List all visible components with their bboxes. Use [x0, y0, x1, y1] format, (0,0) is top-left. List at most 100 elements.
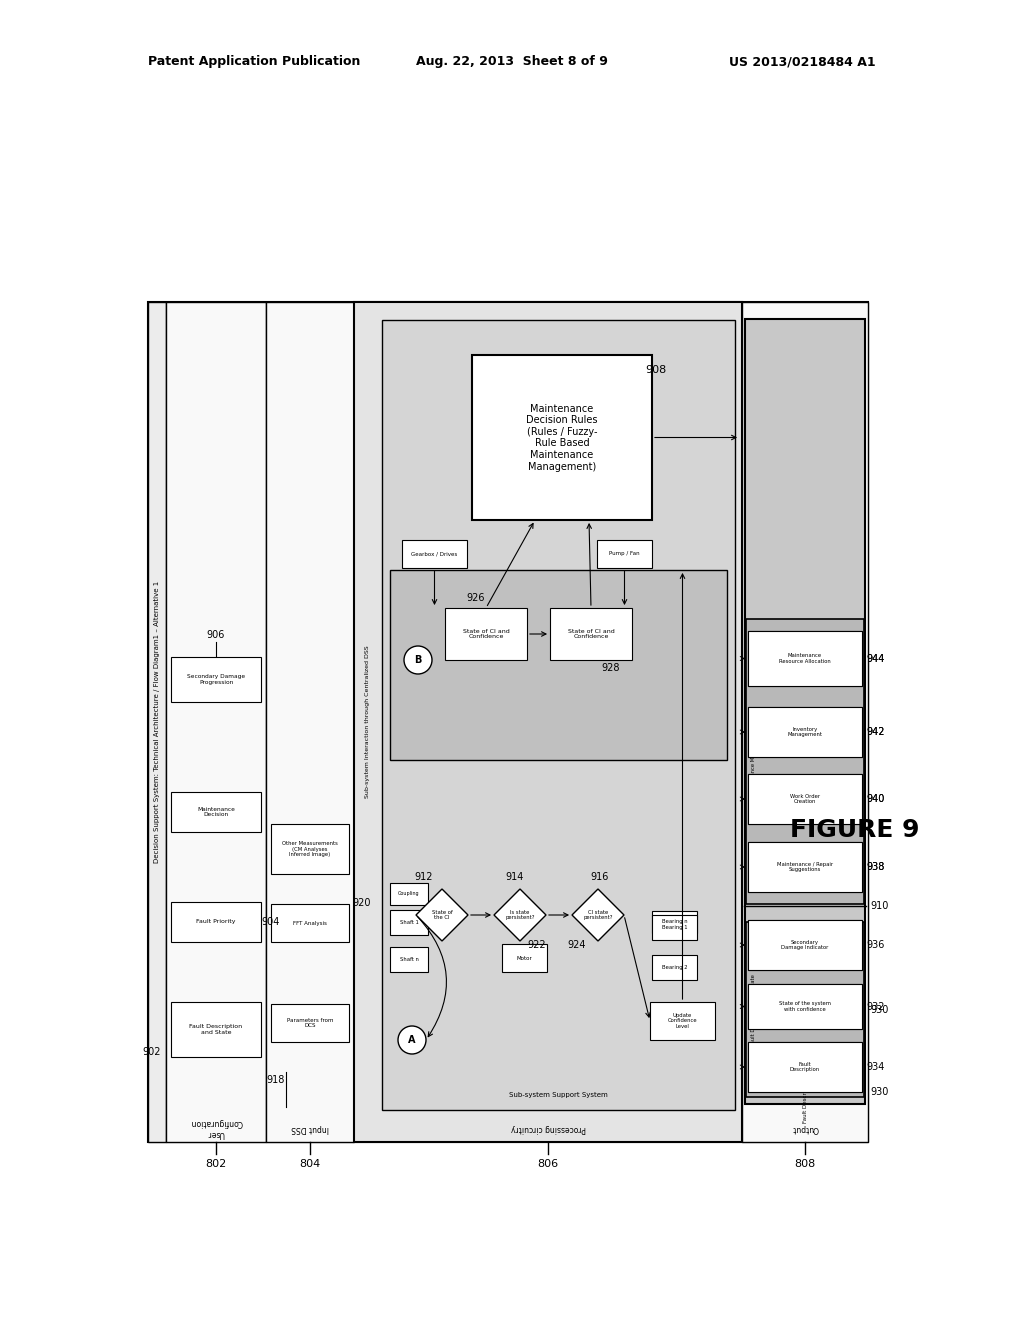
Bar: [748, 920, 862, 970]
Text: Fault Description
and State: Fault Description and State: [189, 1024, 243, 1035]
Text: State of
the CI: State of the CI: [432, 909, 453, 920]
Text: Fault Description and State: Fault Description and State: [803, 1048, 808, 1123]
Text: Maintenance
Decision Rules
(Rules / Fuzzy-
Rule Based
Maintenance
Management): Maintenance Decision Rules (Rules / Fuzz…: [526, 404, 598, 471]
Text: Maintenance / Repair
Suggestions: Maintenance / Repair Suggestions: [777, 862, 834, 873]
Text: CI state
persistent?: CI state persistent?: [584, 909, 612, 920]
Text: Processing circuitry: Processing circuitry: [511, 1123, 586, 1133]
Text: Work Order
Creation: Work Order Creation: [790, 793, 820, 804]
Bar: [271, 1005, 349, 1041]
Text: Work Order
Creation: Work Order Creation: [790, 793, 820, 804]
Bar: [502, 944, 547, 972]
Bar: [748, 1041, 862, 1092]
Bar: [748, 842, 862, 892]
Text: 914: 914: [506, 873, 524, 882]
Text: Parameters from
DCS: Parameters from DCS: [287, 1018, 333, 1028]
Text: 912: 912: [415, 873, 433, 882]
Text: Sub-system Support System: Sub-system Support System: [509, 1092, 608, 1098]
Bar: [354, 302, 742, 1142]
Text: Inventory
Management: Inventory Management: [787, 726, 822, 738]
Text: 934: 934: [866, 1063, 885, 1072]
Text: 902: 902: [142, 1047, 161, 1057]
Text: Fault Description and State: Fault Description and State: [751, 974, 756, 1045]
Text: Bearing 1: Bearing 1: [662, 925, 687, 931]
Text: 916: 916: [591, 873, 609, 882]
Text: Maintenance
Decision: Maintenance Decision: [197, 807, 234, 817]
Bar: [650, 1002, 715, 1040]
Text: State of the system
with confidence: State of the system with confidence: [779, 1001, 831, 1012]
Text: Update
Confidence
Level: Update Confidence Level: [668, 1012, 697, 1030]
Text: FIGURE 9: FIGURE 9: [791, 818, 920, 842]
Text: 940: 940: [866, 795, 885, 804]
Text: Maintenance / Repair
Suggestions: Maintenance / Repair Suggestions: [777, 862, 834, 873]
Bar: [390, 909, 428, 935]
Bar: [402, 540, 467, 568]
Text: Sub-system Interaction through Centralized DSS: Sub-system Interaction through Centraliz…: [366, 645, 371, 799]
Bar: [390, 883, 428, 906]
Text: 930: 930: [870, 1005, 889, 1015]
Text: 924: 924: [567, 940, 587, 950]
Text: 944: 944: [866, 653, 885, 664]
Text: Secondary Damage
Progression: Secondary Damage Progression: [187, 675, 245, 685]
Text: FFT Analysis: FFT Analysis: [293, 920, 327, 925]
Bar: [748, 842, 862, 892]
Text: 806: 806: [538, 1159, 558, 1170]
Bar: [748, 708, 862, 756]
Text: A: A: [409, 1035, 416, 1045]
Text: 910: 910: [870, 902, 889, 911]
Bar: [745, 319, 865, 1104]
Bar: [748, 774, 862, 824]
Bar: [652, 911, 697, 933]
Text: 918: 918: [267, 1074, 286, 1085]
Polygon shape: [572, 888, 624, 941]
Polygon shape: [416, 888, 468, 941]
Text: 930: 930: [870, 1086, 889, 1097]
Bar: [652, 915, 697, 940]
Bar: [390, 946, 428, 972]
Text: Bearing n: Bearing n: [662, 920, 687, 924]
Bar: [748, 1041, 862, 1092]
Bar: [550, 609, 632, 660]
Bar: [148, 302, 868, 1142]
Text: 904: 904: [262, 917, 281, 927]
Text: Fault Priority: Fault Priority: [197, 920, 236, 924]
Text: 908: 908: [645, 366, 667, 375]
Text: Bearing 2: Bearing 2: [662, 965, 687, 970]
Text: 936: 936: [866, 940, 885, 950]
Text: Inventory
Management: Inventory Management: [787, 726, 822, 738]
Text: Maintenance Management: Maintenance Management: [751, 726, 756, 797]
Text: 938: 938: [866, 862, 885, 873]
Bar: [748, 631, 862, 686]
Text: User
Configuration: User Configuration: [189, 1118, 243, 1138]
Text: Output: Output: [792, 1123, 818, 1133]
Text: Secondary
Damage Indicator: Secondary Damage Indicator: [781, 940, 828, 950]
Bar: [271, 904, 349, 942]
Text: 932: 932: [866, 1002, 886, 1011]
Text: 944: 944: [866, 653, 885, 664]
Text: 928: 928: [602, 663, 621, 673]
Bar: [166, 302, 266, 1142]
Bar: [748, 708, 862, 756]
Text: Secondary
Damage Indicator: Secondary Damage Indicator: [781, 940, 828, 950]
Text: Shaft n: Shaft n: [399, 957, 419, 962]
Text: Motor: Motor: [517, 956, 532, 961]
Bar: [382, 319, 735, 1110]
Text: 802: 802: [206, 1159, 226, 1170]
Bar: [748, 983, 862, 1030]
Text: 920: 920: [352, 898, 372, 908]
Text: 922: 922: [527, 940, 547, 950]
Bar: [472, 355, 652, 520]
Text: State of CI and
Confidence: State of CI and Confidence: [463, 628, 509, 639]
Text: Fault
Description: Fault Description: [790, 1061, 820, 1072]
Bar: [266, 302, 354, 1142]
Text: Input DSS: Input DSS: [291, 1123, 329, 1133]
Text: B: B: [415, 655, 422, 665]
Bar: [748, 920, 862, 970]
Bar: [748, 983, 862, 1030]
Text: 906: 906: [207, 630, 225, 640]
Text: State of the system
with confidence: State of the system with confidence: [779, 1001, 831, 1012]
Bar: [271, 824, 349, 874]
Text: 926: 926: [467, 593, 485, 603]
Bar: [171, 657, 261, 702]
Circle shape: [404, 645, 432, 675]
Text: Decision Support System: Technical Architecture / Flow Diagram1 – Alternative 1: Decision Support System: Technical Archi…: [154, 581, 160, 863]
